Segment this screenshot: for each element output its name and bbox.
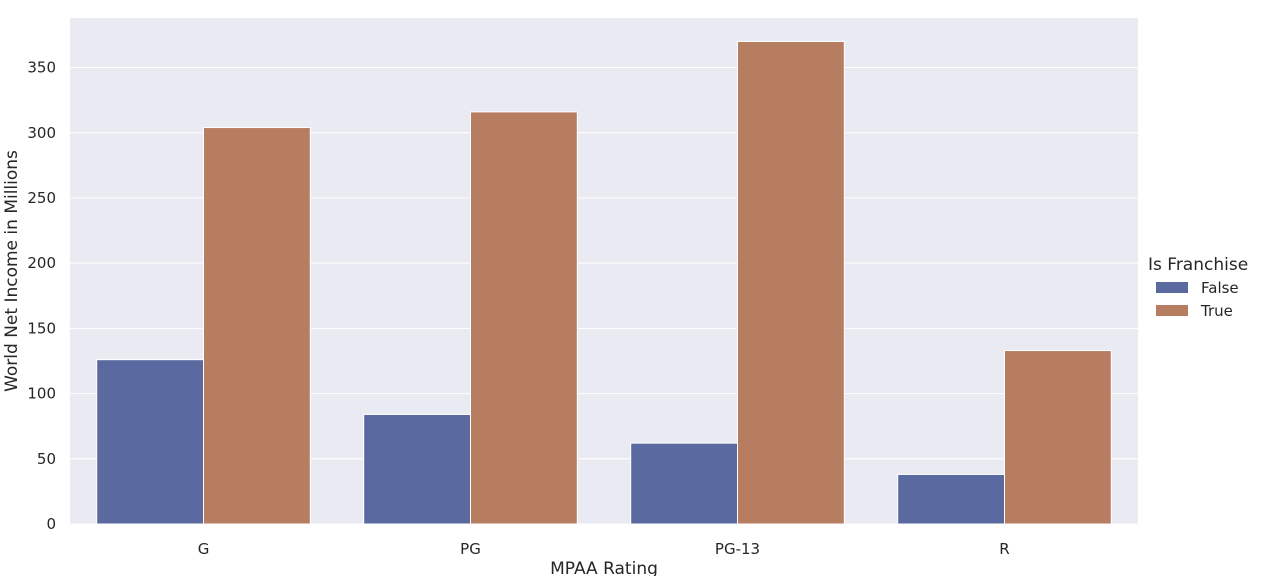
x-tick-labels: G PG PG-13 R — [198, 540, 1010, 558]
y-tick-label: 0 — [46, 515, 56, 533]
y-tick-label: 200 — [27, 254, 56, 272]
bar-PG-13-True — [737, 40, 845, 525]
legend: Is Franchise False True — [1148, 255, 1248, 320]
bar-G-True — [203, 127, 311, 525]
y-tick-label: 250 — [27, 189, 56, 207]
bar-G-False — [96, 359, 204, 525]
legend-label-False: False — [1201, 279, 1239, 297]
bar-PG-13-False — [630, 442, 739, 525]
y-tick-label: 300 — [27, 124, 56, 142]
y-axis-label: World Net Income in Millions — [2, 150, 22, 392]
x-tick-label: PG — [460, 540, 481, 558]
legend-swatch-False — [1156, 282, 1188, 293]
y-tick-labels: 0 50 100 150 200 250 300 350 — [27, 59, 56, 533]
legend-title: Is Franchise — [1148, 255, 1248, 275]
y-tick-label: 50 — [37, 450, 56, 468]
legend-label-True: True — [1200, 302, 1233, 320]
x-axis-label: MPAA Rating — [550, 559, 658, 576]
x-tick-label: R — [999, 540, 1009, 558]
x-tick-label: G — [198, 540, 210, 558]
bars — [96, 40, 1112, 525]
x-tick-label: PG-13 — [715, 540, 760, 558]
bar-PG-True — [470, 111, 578, 525]
y-tick-label: 150 — [27, 319, 56, 337]
bar-R-False — [897, 473, 1006, 525]
y-tick-label: 350 — [27, 59, 56, 77]
bar-PG-False — [363, 413, 472, 525]
y-tick-label: 100 — [27, 385, 56, 403]
bar-R-True — [1004, 350, 1112, 525]
legend-swatch-True — [1156, 305, 1188, 316]
